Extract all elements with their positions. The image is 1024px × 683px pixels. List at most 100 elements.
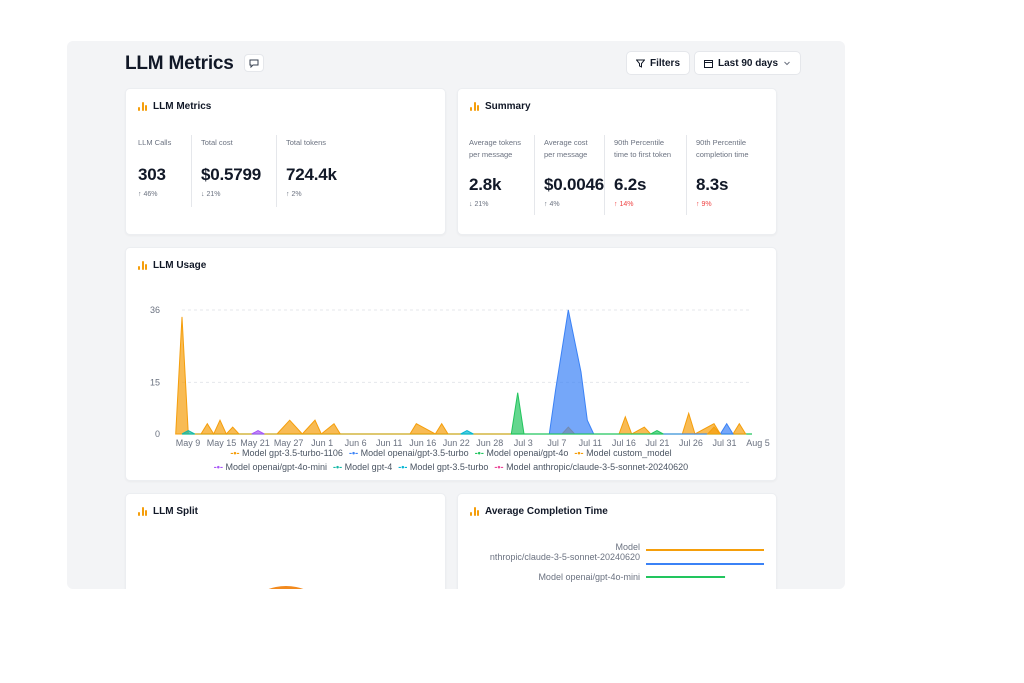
legend-item[interactable]: -•- Model gpt-3.5-turbo xyxy=(398,462,488,472)
summary-card-title: Summary xyxy=(470,101,531,112)
avg-completion-time-card-title-text: Average Completion Time xyxy=(485,506,608,517)
divider xyxy=(534,135,535,215)
metric-label: completion time xyxy=(696,150,749,159)
date-range-label: Last 90 days xyxy=(718,57,779,69)
legend-item[interactable]: -•- Model openai/gpt-4o xyxy=(475,448,569,458)
legend-label: Model gpt-3.5-turbo xyxy=(409,462,489,472)
y-tick-label: 36 xyxy=(150,305,160,315)
metric-label: 90th Percentile xyxy=(614,138,665,147)
metric-label: Average cost xyxy=(544,138,588,147)
metric-llm-calls: LLM Calls 303 ↑ 46% xyxy=(128,137,171,198)
series-area[interactable] xyxy=(460,430,474,435)
metric-label: time to first token xyxy=(614,150,672,159)
series-area[interactable] xyxy=(706,426,722,435)
metric-completion-time: 90th Percentile completion time 8.3s ↑ 9… xyxy=(686,137,749,208)
divider xyxy=(191,135,192,207)
llm-usage-card: LLM Usage 0 15 36 May 9 May 15 May 21 May 27 Ju… xyxy=(125,247,777,481)
llm-usage-card-title-text: LLM Usage xyxy=(153,260,207,271)
legend-item[interactable]: -•- Model gpt-3.5-turbo-1106 xyxy=(230,448,343,458)
legend-marker-icon: -•- xyxy=(333,462,345,472)
filter-icon xyxy=(636,59,645,68)
x-tick-label: Jun 16 xyxy=(409,438,436,448)
series-area[interactable] xyxy=(181,430,195,435)
series-area[interactable] xyxy=(510,392,664,435)
page-title: LLM Metrics xyxy=(125,53,234,74)
usage-legend: -•- Model gpt-3.5-turbo-1106 -•- Model op… xyxy=(126,446,776,474)
metric-value: 2.8k xyxy=(469,175,502,194)
x-tick-label: Jun 11 xyxy=(376,438,402,448)
x-tick-label: May 9 xyxy=(176,438,201,448)
metric-ttft: 90th Percentile time to first token 6.2s… xyxy=(604,137,671,208)
series-area[interactable] xyxy=(251,430,265,435)
metric-total-cost: Total cost $0.5799 ↓ 21% xyxy=(191,137,261,198)
metric-label: Total cost xyxy=(201,138,233,147)
divider xyxy=(604,135,605,215)
metric-value: $0.5799 xyxy=(201,165,262,184)
legend-item[interactable]: -•- Model openai/gpt-3.5-turbo xyxy=(349,448,469,458)
series-area[interactable] xyxy=(548,309,734,435)
metric-label: 90th Percentile xyxy=(696,138,747,147)
x-tick-label: Jul 31 xyxy=(712,438,736,448)
legend-marker-icon: -•- xyxy=(474,448,487,458)
metric-value: 8.3s xyxy=(696,175,729,194)
y-tick-label: 0 xyxy=(155,429,160,439)
bar-chart-icon xyxy=(470,102,479,111)
legend-label: Model custom_model xyxy=(586,448,672,458)
completion-row-label: nthropic/claude-3-5-sonnet-20240620 xyxy=(490,552,640,562)
comment-button[interactable] xyxy=(244,54,264,72)
date-range-select[interactable]: Last 90 days xyxy=(694,51,802,75)
metric-value: $0.0046 xyxy=(544,175,605,194)
avg-completion-time-card-title: Average Completion Time xyxy=(470,506,608,517)
avg-completion-time-card: Average Completion Time Model nthropic/cl… xyxy=(457,493,777,589)
metric-value: 6.2s xyxy=(614,175,647,194)
legend-marker-icon: -•- xyxy=(230,448,243,458)
donut-slice-label: 41% xyxy=(298,570,314,579)
dashboard-frame: LLM Metrics Filters Last 90 days LLM Met… xyxy=(67,41,845,589)
metric-delta: ↑ 14% xyxy=(614,201,634,208)
x-tick-label: Jun 1 xyxy=(311,438,333,448)
metric-label: per message xyxy=(544,150,588,159)
x-tick-label: Jul 26 xyxy=(679,438,703,448)
legend-marker-icon: -•- xyxy=(494,462,507,472)
x-tick-label: Jul 16 xyxy=(612,438,636,448)
metric-delta: ↑ 2% xyxy=(286,191,302,198)
divider xyxy=(686,135,687,215)
donut-chart: 41% xyxy=(234,570,338,589)
usage-area-chart: 0 15 36 May 9 May 15 May 21 May 27 Jun 1 Jun 6 Ju… xyxy=(150,305,770,448)
metric-label: per message xyxy=(469,150,513,159)
legend-label: Model openai/gpt-4o xyxy=(486,448,569,458)
metric-delta: ↓ 21% xyxy=(469,201,489,208)
x-tick-label: Jul 7 xyxy=(547,438,566,448)
legend-item[interactable]: -•- Model gpt-4 xyxy=(333,462,392,472)
y-tick-label: 15 xyxy=(150,377,160,387)
filters-button[interactable]: Filters xyxy=(626,51,691,75)
llm-metrics-card-title-text: LLM Metrics xyxy=(153,101,212,112)
metric-delta: ↑ 9% xyxy=(696,201,712,208)
llm-split-card-title: LLM Split xyxy=(138,506,198,517)
x-tick-label: Jun 6 xyxy=(345,438,367,448)
metric-total-tokens: Total tokens 724.4k ↑ 2% xyxy=(276,137,337,198)
donut-slice[interactable] xyxy=(234,586,338,589)
x-tick-label: Jul 3 xyxy=(514,438,533,448)
completion-row-label: Model xyxy=(615,542,640,552)
bar-chart-icon xyxy=(138,261,147,270)
legend-label: Model gpt-4 xyxy=(344,462,393,472)
metric-avg-cost: Average cost per message $0.0046 ↑ 4% xyxy=(534,137,604,208)
legend-item[interactable]: -•- Model custom_model xyxy=(574,448,671,458)
metric-label: Total tokens xyxy=(286,138,327,147)
legend-item[interactable]: -•- Model anthropic/claude-3-5-sonnet-20… xyxy=(494,462,688,472)
bar-chart-icon xyxy=(138,102,147,111)
llm-split-card: LLM Split 41% xyxy=(125,493,446,589)
legend-label: Model gpt-3.5-turbo-1106 xyxy=(242,448,343,458)
x-tick-label: Jun 28 xyxy=(476,438,503,448)
metric-value: 303 xyxy=(138,165,166,184)
x-tick-label: Jul 11 xyxy=(579,438,602,448)
metric-delta: ↑ 4% xyxy=(544,201,560,208)
x-tick-label: May 21 xyxy=(240,438,270,448)
series-area[interactable] xyxy=(175,316,747,436)
legend-marker-icon: -•- xyxy=(574,448,587,458)
legend-item[interactable]: -•- Model openai/gpt-4o-mini xyxy=(214,462,327,472)
llm-usage-card-title: LLM Usage xyxy=(138,260,206,271)
x-tick-label: Jul 21 xyxy=(645,438,669,448)
completion-row-label: Model openai/gpt-4o-mini xyxy=(538,572,640,582)
